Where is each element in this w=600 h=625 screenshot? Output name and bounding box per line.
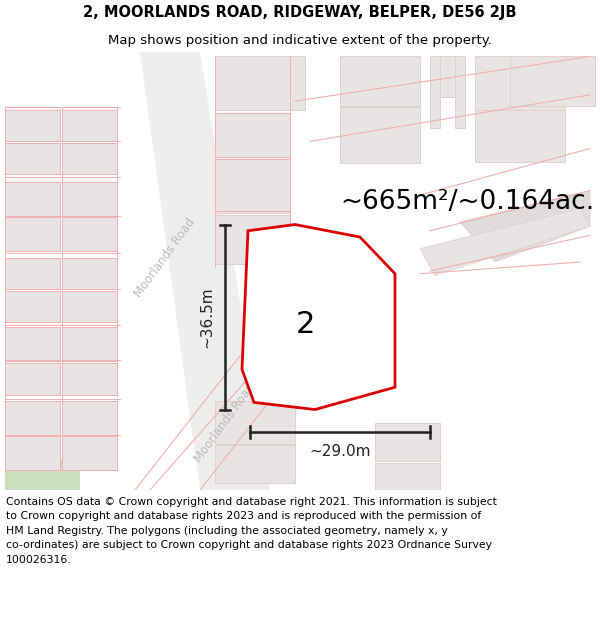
Bar — [375, 463, 440, 490]
Bar — [215, 445, 295, 483]
Polygon shape — [140, 52, 270, 490]
Bar — [62, 363, 117, 395]
Bar — [215, 214, 290, 264]
Text: ~36.5m: ~36.5m — [199, 286, 215, 348]
Bar — [215, 159, 290, 213]
Bar — [62, 143, 117, 174]
Bar — [5, 110, 60, 141]
Bar — [5, 143, 60, 174]
Text: 2, MOORLANDS ROAD, RIDGEWAY, BELPER, DE56 2JB: 2, MOORLANDS ROAD, RIDGEWAY, BELPER, DE5… — [83, 6, 517, 21]
Polygon shape — [215, 112, 290, 158]
Bar — [340, 56, 420, 106]
Text: ~665m²/~0.164ac.: ~665m²/~0.164ac. — [340, 189, 594, 215]
Polygon shape — [430, 56, 440, 128]
Text: ~29.0m: ~29.0m — [309, 444, 371, 459]
Bar — [62, 436, 117, 471]
Bar — [5, 258, 60, 289]
Bar — [62, 401, 117, 434]
Polygon shape — [215, 159, 290, 211]
Polygon shape — [242, 224, 395, 409]
Bar — [62, 110, 117, 141]
Bar — [5, 328, 60, 361]
Bar — [340, 107, 420, 163]
Bar — [215, 56, 305, 110]
Polygon shape — [430, 56, 465, 97]
Bar — [62, 291, 117, 322]
Bar — [5, 401, 60, 434]
Bar — [475, 110, 565, 162]
Bar — [62, 217, 117, 251]
Bar — [5, 291, 60, 322]
Bar — [62, 328, 117, 361]
Text: Contains OS data © Crown copyright and database right 2021. This information is : Contains OS data © Crown copyright and d… — [6, 497, 497, 564]
Bar — [215, 112, 290, 158]
Polygon shape — [420, 208, 590, 276]
Text: Moorlands Road: Moorlands Road — [192, 381, 258, 465]
Bar — [62, 258, 117, 289]
Text: Moorlands Road: Moorlands Road — [132, 216, 198, 299]
Bar — [5, 363, 60, 395]
Text: Map shows position and indicative extent of the property.: Map shows position and indicative extent… — [108, 34, 492, 47]
Bar — [5, 182, 60, 216]
Bar — [475, 56, 565, 112]
Polygon shape — [5, 459, 80, 490]
Bar — [375, 423, 440, 461]
Bar — [62, 182, 117, 216]
Bar — [5, 436, 60, 471]
Bar — [510, 56, 595, 106]
Polygon shape — [455, 56, 465, 128]
Polygon shape — [460, 191, 590, 262]
Bar — [215, 401, 295, 444]
Bar — [5, 217, 60, 251]
Text: 2: 2 — [295, 310, 314, 339]
